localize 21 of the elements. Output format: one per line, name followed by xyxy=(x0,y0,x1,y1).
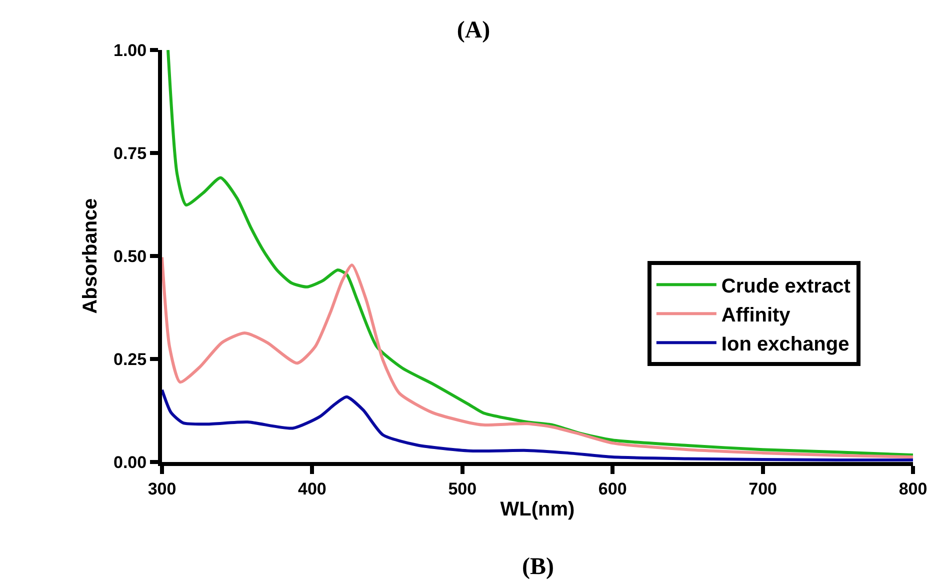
y-tick-label: 0.50 xyxy=(114,246,147,266)
chart-title: (A) xyxy=(456,18,490,44)
x-tick-label: 800 xyxy=(898,479,928,498)
y-tick-label: 1.00 xyxy=(114,40,147,60)
text: (B) xyxy=(522,554,554,580)
legend-label: Crude extract xyxy=(721,275,851,298)
y-tick-label: 0.75 xyxy=(114,144,147,163)
line-series xyxy=(162,388,913,462)
line-series xyxy=(166,50,913,456)
y-tick-label: 0.00 xyxy=(114,452,147,472)
y-tick-label: 0.25 xyxy=(114,350,147,369)
y-axis-title: Absorbance xyxy=(80,198,102,314)
x-tick-label: 500 xyxy=(448,479,477,498)
legend-label: Ion exchange xyxy=(721,333,850,356)
x-tick-label: 300 xyxy=(148,479,176,498)
line-series xyxy=(162,256,913,459)
legend-label: Affinity xyxy=(721,304,792,326)
x-tick-label: 700 xyxy=(748,479,777,498)
x-tick-label: 400 xyxy=(298,479,326,498)
x-tick-label: 600 xyxy=(598,479,627,498)
x-axis-title: WL(nm) xyxy=(500,498,575,520)
